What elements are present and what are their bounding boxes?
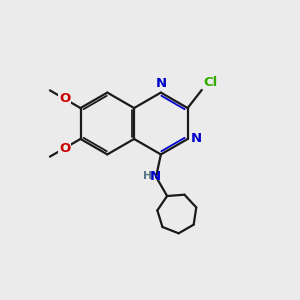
Text: N: N (155, 77, 167, 90)
Text: N: N (190, 133, 201, 146)
Text: O: O (59, 92, 70, 105)
Text: N: N (150, 170, 161, 183)
Text: H: H (143, 171, 152, 181)
Text: Cl: Cl (203, 76, 218, 89)
Text: O: O (59, 142, 70, 154)
